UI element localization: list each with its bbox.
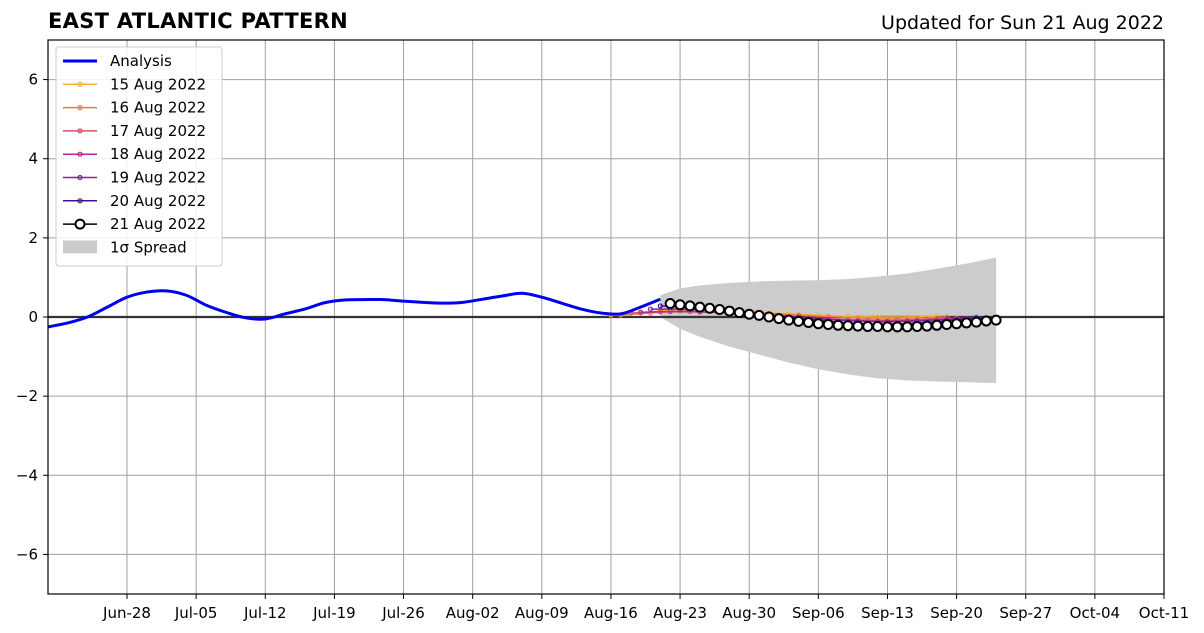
plot-frame <box>47 39 1165 595</box>
data-point <box>960 317 972 329</box>
data-point <box>664 298 676 310</box>
x-tick-label: Sep-13 <box>861 604 914 622</box>
data-point <box>881 321 893 333</box>
x-tick-label: Jul-12 <box>243 604 287 622</box>
data-point <box>793 315 805 327</box>
y-tick-label: −2 <box>16 387 38 405</box>
data-point <box>674 299 686 311</box>
x-tick-label: Aug-09 <box>515 604 569 622</box>
data-point <box>684 300 696 312</box>
forecast-series <box>664 298 1002 333</box>
data-point <box>921 320 933 332</box>
data-point <box>980 315 992 327</box>
data-point <box>822 319 834 331</box>
data-point <box>657 303 663 309</box>
x-tick-label: Jul-19 <box>312 604 356 622</box>
data-point <box>723 305 735 317</box>
legend-entry: 1σ Spread <box>63 238 187 256</box>
data-point <box>862 320 874 332</box>
legend-box <box>55 46 223 267</box>
legend-entry: 21 Aug 2022 <box>63 215 206 233</box>
x-tick-label: Aug-16 <box>584 604 638 622</box>
data-point <box>753 309 765 321</box>
data-point <box>763 311 775 323</box>
x-tick-label: Jul-26 <box>381 604 425 622</box>
legend-label: 19 Aug 2022 <box>110 169 206 187</box>
legend-label: 17 Aug 2022 <box>110 122 206 140</box>
legend-entry: 17 Aug 2022 <box>63 122 206 140</box>
legend: Analysis 15 Aug 2022 16 Aug 2022 17 Aug 202… <box>55 46 223 267</box>
analysis-line <box>47 289 661 329</box>
legend-label: 18 Aug 2022 <box>110 145 206 163</box>
data-point <box>832 319 844 331</box>
legend-entry: 15 Aug 2022 <box>63 75 206 93</box>
data-point <box>931 319 943 331</box>
x-tick-label: Sep-27 <box>999 604 1052 622</box>
legend-marker <box>74 218 86 230</box>
data-point <box>901 321 913 333</box>
data-point <box>733 307 745 319</box>
legend-label: 16 Aug 2022 <box>110 99 206 117</box>
legend-label: 15 Aug 2022 <box>110 75 206 93</box>
data-point <box>743 308 755 320</box>
y-tick-label: −6 <box>16 545 38 563</box>
data-point <box>714 303 726 315</box>
data-point <box>647 306 654 312</box>
data-point <box>783 314 795 326</box>
x-tick-label: Jun-28 <box>102 604 151 622</box>
legend-marker <box>77 81 83 87</box>
data-point <box>704 302 716 314</box>
legend-entry: 16 Aug 2022 <box>63 99 206 117</box>
legend-marker <box>77 174 83 181</box>
data-point <box>852 320 864 332</box>
legend-marker <box>77 104 83 111</box>
legend-entry: 18 Aug 2022 <box>63 145 206 163</box>
data-point <box>872 320 884 332</box>
legend-label: 20 Aug 2022 <box>110 192 206 210</box>
data-point <box>802 317 814 329</box>
y-tick-label: 0 <box>28 308 38 326</box>
x-tick-label: Sep-06 <box>792 604 845 622</box>
data-point <box>773 313 785 325</box>
legend-label: Analysis <box>110 52 172 70</box>
data-point <box>842 320 854 332</box>
y-tick-label: 4 <box>28 150 38 168</box>
data-point <box>911 320 923 332</box>
legend-entry: 19 Aug 2022 <box>63 169 206 187</box>
x-tick-label: Oct-04 <box>1070 604 1120 622</box>
data-point <box>990 314 1002 326</box>
legend-label: 1σ Spread <box>110 238 187 256</box>
legend-marker <box>77 151 83 157</box>
data-point <box>951 318 963 330</box>
legend-marker <box>77 198 83 204</box>
x-tick-label: Aug-30 <box>722 604 776 622</box>
legend-swatch <box>63 240 97 254</box>
axes: Jun-28 Jul-05 Jul-12 Jul-19 Jul-26 Aug-02 Aug-… <box>16 39 1189 622</box>
x-tick-label: Oct-11 <box>1139 604 1189 622</box>
legend-entry: 20 Aug 2022 <box>63 192 206 210</box>
legend-marker <box>77 128 83 134</box>
data-point <box>637 309 644 315</box>
data-point <box>941 319 953 331</box>
series-layer <box>47 289 1002 333</box>
data-point <box>970 316 982 328</box>
x-tick-label: Aug-02 <box>446 604 500 622</box>
legend-label: 21 Aug 2022 <box>110 215 206 233</box>
y-tick-label: −4 <box>16 466 38 484</box>
x-tick-label: Aug-23 <box>653 604 707 622</box>
data-point <box>694 301 706 313</box>
x-tick-label: Jul-05 <box>174 604 218 622</box>
data-point <box>812 318 824 330</box>
data-point <box>891 321 903 333</box>
legend-entry: Analysis <box>63 52 172 70</box>
x-tick-label: Sep-20 <box>930 604 983 622</box>
y-tick-label: 2 <box>28 229 38 247</box>
y-tick-label: 6 <box>28 71 38 89</box>
updated-date: Updated for Sun 21 Aug 2022 <box>881 12 1164 34</box>
chart-title: EAST ATLANTIC PATTERN <box>48 9 348 33</box>
